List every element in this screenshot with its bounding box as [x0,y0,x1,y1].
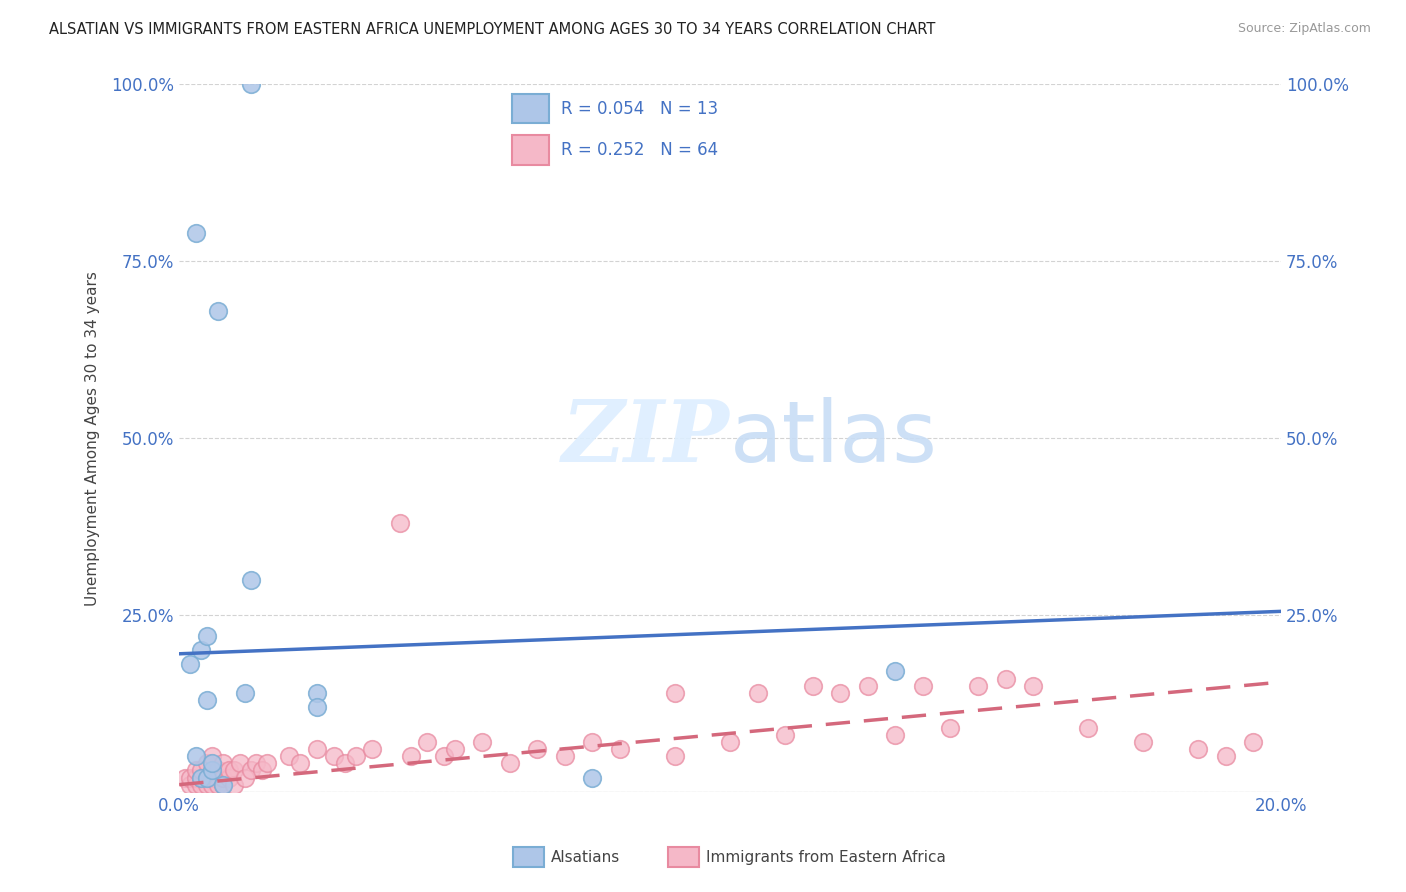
Point [224,764,246,778]
Text: R = 0.252   N = 64: R = 0.252 N = 64 [561,141,718,159]
Point [361,742,384,756]
Point [207,778,229,792]
Point [911,679,934,693]
Point [239,78,262,92]
Point [830,686,852,700]
Point [718,735,741,749]
Point [443,742,465,756]
Point [967,679,990,693]
Point [201,778,224,792]
Point [305,686,328,700]
Text: ALSATIAN VS IMMIGRANTS FROM EASTERN AFRICA UNEMPLOYMENT AMONG AGES 30 TO 34 YEAR: ALSATIAN VS IMMIGRANTS FROM EASTERN AFRI… [49,22,935,37]
Point [939,721,962,735]
Point [344,749,367,764]
Point [245,756,267,771]
Point [526,742,548,756]
Point [190,771,212,785]
Y-axis label: Unemployment Among Ages 30 to 34 years: Unemployment Among Ages 30 to 34 years [86,270,100,606]
Point [609,742,631,756]
Point [212,756,235,771]
Point [184,771,207,785]
Point [239,764,262,778]
Point [201,749,224,764]
Point [195,771,218,785]
Point [1022,679,1045,693]
Point [884,665,907,679]
Point [195,692,218,706]
Point [256,756,278,771]
Text: Source: ZipAtlas.com: Source: ZipAtlas.com [1237,22,1371,36]
Point [554,749,576,764]
Point [195,629,218,643]
Point [747,686,769,700]
Point [179,771,201,785]
Point [218,764,240,778]
FancyBboxPatch shape [512,136,548,165]
Point [994,672,1017,686]
Point [1187,742,1209,756]
Text: R = 0.054   N = 13: R = 0.054 N = 13 [561,100,718,118]
Point [201,756,224,771]
Point [322,749,344,764]
Point [664,686,686,700]
Point [195,756,218,771]
Point [1077,721,1099,735]
Point [235,686,257,700]
Point [184,749,207,764]
Point [235,771,257,785]
Text: ZIP: ZIP [562,396,730,480]
Point [207,764,229,778]
Point [1132,735,1154,749]
Point [416,735,439,749]
Point [195,778,218,792]
Point [184,226,207,240]
Text: atlas: atlas [730,397,938,480]
Point [290,756,312,771]
Point [229,756,252,771]
Point [218,771,240,785]
Point [278,749,301,764]
Point [305,742,328,756]
Point [212,778,235,792]
Text: Immigrants from Eastern Africa: Immigrants from Eastern Africa [706,850,946,864]
Point [305,699,328,714]
Point [1241,735,1264,749]
Point [1215,749,1237,764]
Point [664,749,686,764]
Point [201,764,224,778]
Point [884,728,907,742]
Point [212,778,235,792]
Point [179,778,201,792]
Point [856,679,879,693]
Point [190,778,212,792]
Point [195,771,218,785]
Point [190,764,212,778]
Point [173,771,195,785]
Point [581,735,603,749]
Point [190,771,212,785]
Point [184,778,207,792]
Point [388,516,411,530]
FancyBboxPatch shape [512,94,548,123]
Point [212,771,235,785]
Point [499,756,522,771]
Point [179,657,201,672]
Point [224,778,246,792]
Point [207,303,229,318]
Text: Alsatians: Alsatians [551,850,620,864]
Point [399,749,422,764]
Point [201,771,224,785]
Point [581,771,603,785]
Point [433,749,456,764]
Point [801,679,824,693]
Point [333,756,356,771]
Point [184,764,207,778]
Point [471,735,494,749]
Point [239,573,262,587]
Point [773,728,796,742]
Point [250,764,273,778]
Point [190,643,212,657]
